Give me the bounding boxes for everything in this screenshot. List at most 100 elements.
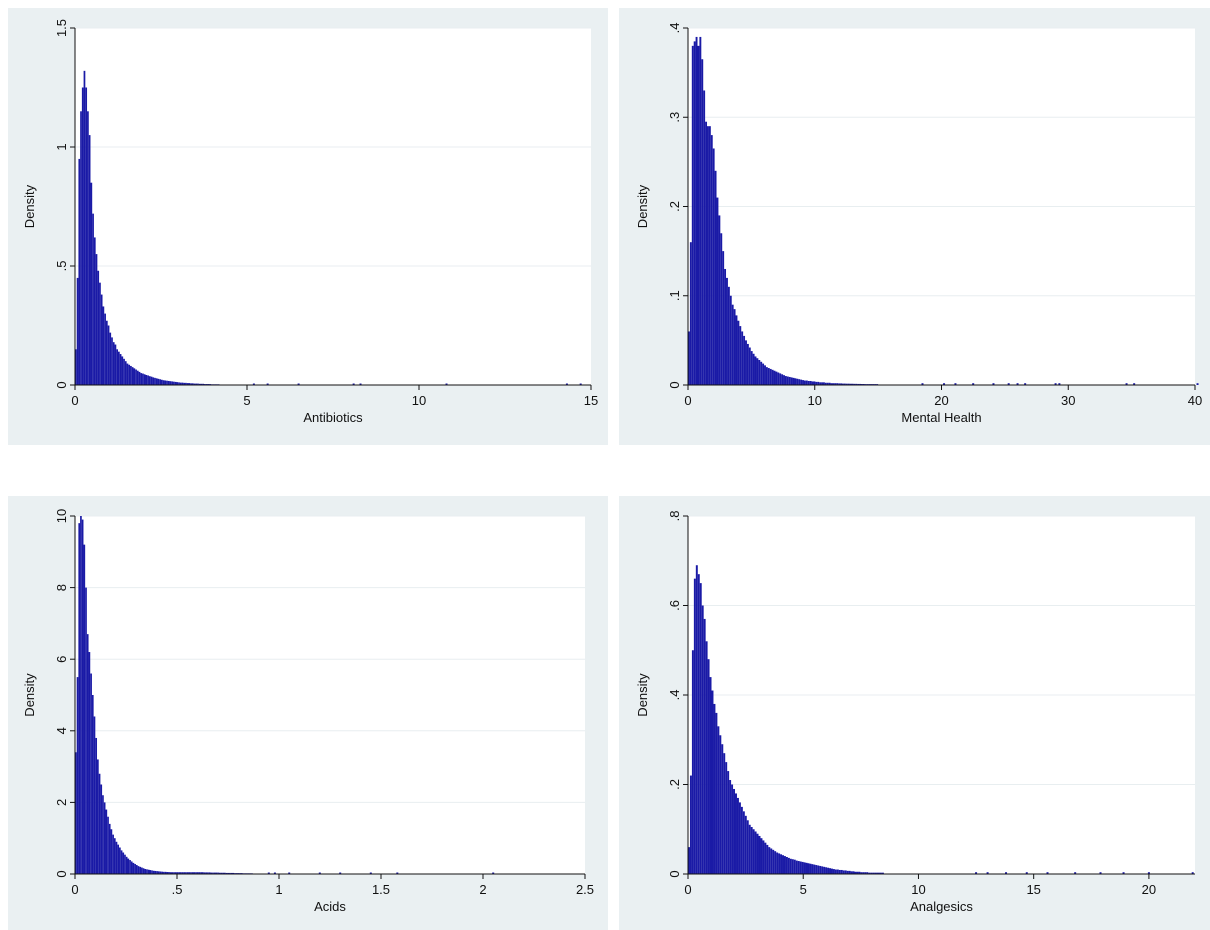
chart-panel-acids: 0 2 4 6 8 10 0 .5 1 1.5 2 2.5 Acids Density bbox=[8, 496, 608, 930]
histogram-bar bbox=[744, 815, 747, 874]
histogram-bar bbox=[838, 383, 841, 385]
histogram-bar bbox=[776, 852, 779, 874]
histogram-bar bbox=[104, 313, 106, 385]
histogram-bar bbox=[815, 381, 818, 385]
acids-histogram: 0 2 4 6 8 10 0 .5 1 1.5 2 2.5 Acids Density bbox=[22, 509, 594, 914]
histogram-bar bbox=[190, 383, 192, 385]
histogram-bar bbox=[139, 866, 142, 874]
x-tick-label: 1 bbox=[275, 882, 282, 897]
histogram-bar bbox=[78, 158, 81, 385]
histogram-bar bbox=[222, 872, 225, 874]
histogram-bar bbox=[230, 872, 233, 874]
histogram-bar bbox=[130, 365, 132, 385]
y-tick-label: .1 bbox=[667, 290, 682, 301]
histogram-bar bbox=[83, 70, 86, 385]
histogram-bar bbox=[738, 802, 741, 874]
histogram-bar bbox=[828, 382, 831, 385]
histogram-bar bbox=[133, 368, 136, 385]
histogram-bar bbox=[225, 872, 228, 874]
histogram-bar bbox=[758, 360, 761, 385]
histogram-bar bbox=[864, 872, 867, 874]
histogram-bar bbox=[83, 544, 86, 874]
y-tick-label: .5 bbox=[54, 261, 69, 272]
histogram-bar bbox=[105, 320, 108, 385]
x-tick-label: 30 bbox=[1061, 393, 1075, 408]
histogram-bar bbox=[164, 871, 167, 874]
histogram-bar bbox=[138, 371, 141, 385]
histogram-bar bbox=[847, 383, 850, 385]
histogram-bar bbox=[205, 872, 208, 874]
histogram-bar bbox=[727, 286, 730, 385]
histogram-bar bbox=[876, 872, 879, 874]
histogram-bar bbox=[881, 872, 884, 874]
histogram-bar bbox=[97, 759, 99, 874]
histogram-bar bbox=[125, 856, 128, 874]
histogram-bar bbox=[229, 872, 231, 874]
histogram-bar bbox=[719, 735, 722, 874]
histogram-bar bbox=[445, 383, 448, 385]
histogram-bar bbox=[173, 872, 175, 874]
y-tick-label: 10 bbox=[54, 509, 69, 523]
histogram-bar bbox=[87, 111, 89, 386]
histogram-bar bbox=[799, 861, 802, 874]
histogram-bar bbox=[90, 182, 93, 385]
histogram-bar bbox=[832, 383, 835, 385]
histogram-bar bbox=[766, 844, 769, 874]
histogram-bar bbox=[794, 378, 797, 385]
histogram-bar bbox=[181, 872, 184, 874]
histogram-bar bbox=[723, 753, 726, 874]
histogram-bar bbox=[164, 380, 167, 385]
histogram-bar bbox=[849, 383, 852, 385]
histogram-bar bbox=[107, 325, 110, 385]
histogram-bar bbox=[805, 862, 808, 874]
histogram-bar bbox=[825, 867, 828, 874]
histogram-bar bbox=[252, 383, 255, 385]
histogram-bar bbox=[123, 358, 125, 385]
histogram-bar bbox=[140, 373, 143, 385]
histogram-bar bbox=[143, 374, 146, 385]
analgesics-histogram: 0 .2 .4 .6 .8 0 5 10 15 20 Analgesics Density bbox=[635, 511, 1195, 914]
histogram-bar bbox=[854, 871, 857, 874]
histogram-bar bbox=[811, 381, 814, 385]
histogram-bar bbox=[832, 869, 835, 874]
histogram-bar bbox=[741, 331, 744, 385]
histogram-bar bbox=[185, 382, 187, 385]
antibiotics-histogram: 0 .5 1 1.5 0 5 10 15 Antibiotics Density bbox=[22, 19, 598, 425]
histogram-bar bbox=[760, 838, 763, 874]
y-tick-label: .2 bbox=[667, 201, 682, 212]
histogram-bar bbox=[752, 829, 755, 874]
histogram-bar bbox=[136, 370, 139, 385]
histogram-bar bbox=[92, 213, 94, 385]
x-tick-label: 20 bbox=[1142, 882, 1156, 897]
plot-area bbox=[75, 516, 585, 874]
histogram-bar bbox=[112, 834, 114, 874]
histogram-bar bbox=[921, 383, 924, 385]
histogram-bar bbox=[174, 381, 177, 385]
histogram-bar bbox=[729, 295, 732, 385]
histogram-bar bbox=[190, 872, 192, 874]
x-tick-label: 2 bbox=[479, 882, 486, 897]
y-tick-label: .8 bbox=[667, 511, 682, 522]
histogram-bar bbox=[171, 381, 174, 385]
x-tick-label: 15 bbox=[1026, 882, 1040, 897]
histogram-bar bbox=[183, 872, 186, 874]
histogram-bar bbox=[779, 373, 782, 385]
histogram-bar bbox=[851, 383, 854, 385]
histogram-bar bbox=[208, 872, 211, 874]
histogram-bar bbox=[1016, 383, 1019, 385]
histogram-bar bbox=[1054, 383, 1057, 385]
histogram-bar bbox=[127, 858, 130, 874]
histogram-bar bbox=[1024, 383, 1027, 385]
histogram-bar bbox=[163, 871, 165, 874]
histogram-bar bbox=[176, 382, 179, 385]
histogram-bar bbox=[149, 870, 152, 874]
histogram-bar bbox=[81, 519, 84, 874]
histogram-bar bbox=[718, 215, 721, 385]
y-tick-label: 1.5 bbox=[54, 19, 69, 37]
histogram-bar bbox=[132, 862, 135, 874]
histogram-bar bbox=[196, 872, 199, 874]
histogram-bar bbox=[870, 872, 873, 874]
histogram-bar bbox=[107, 816, 109, 874]
histogram-bar bbox=[703, 90, 706, 385]
histogram-bar bbox=[725, 762, 728, 874]
